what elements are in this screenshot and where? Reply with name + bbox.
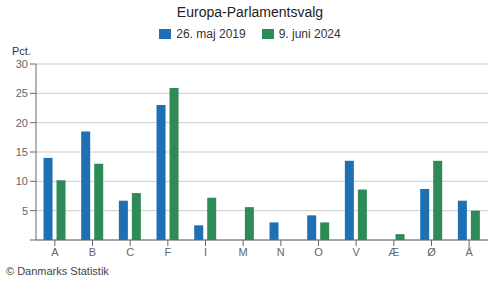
- svg-text:15: 15: [16, 146, 28, 158]
- svg-text:A: A: [51, 246, 59, 258]
- html-text:Pct.: Pct.: [12, 45, 31, 57]
- svg-text:5: 5: [22, 205, 28, 217]
- html-text:Europa-Parlamentsvalg: Europa-Parlamentsvalg: [176, 4, 324, 20]
- svg-text:Æ: Æ: [388, 246, 399, 258]
- svg-text:10: 10: [16, 175, 28, 187]
- svg-text:Ø: Ø: [427, 246, 436, 258]
- svg-text:20: 20: [16, 117, 28, 129]
- svg-text:30: 30: [16, 58, 28, 70]
- html-text:26. maj 2019: 26. maj 2019: [176, 27, 246, 41]
- svg-text:I: I: [204, 246, 207, 258]
- svg-text:25: 25: [16, 87, 28, 99]
- html-text:© Danmarks Statistik: © Danmarks Statistik: [6, 265, 109, 277]
- svg-text:B: B: [89, 246, 96, 258]
- svg-text:N: N: [277, 246, 285, 258]
- svg-text:O: O: [314, 246, 323, 258]
- svg-text:M: M: [239, 246, 248, 258]
- svg-text:C: C: [126, 246, 134, 258]
- html-text:9. juni 2024: 9. juni 2024: [278, 27, 341, 41]
- svg-text:Å: Å: [465, 246, 473, 258]
- svg-text:F: F: [164, 246, 171, 258]
- svg-text:V: V: [352, 246, 360, 258]
